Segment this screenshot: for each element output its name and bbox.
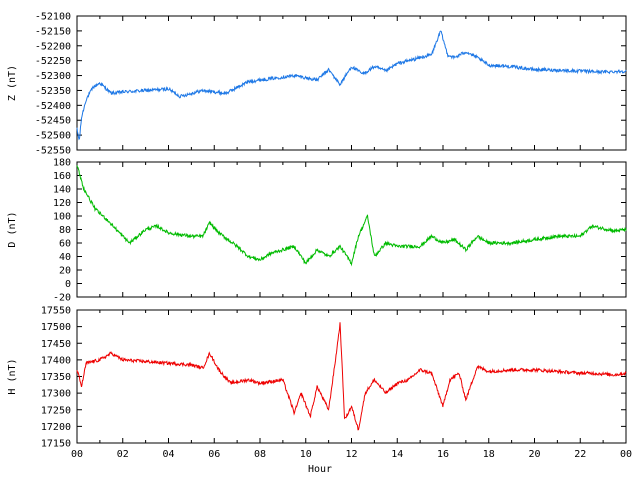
- panel-1: 180 160 140 120 100 80 60 40 20 0 -20 D (nT): [7, 158, 627, 304]
- panel-0: -52100 -52150 -52200 -52250 -52300 -52350 -524…: [7, 12, 627, 157]
- y-tick-label: 100: [53, 212, 71, 223]
- series-line: [76, 322, 627, 431]
- x-tick-label: 10: [300, 449, 312, 460]
- series-line: [76, 30, 627, 141]
- panel-2: 17550 17500 17450 17400 17350 17300 17250 17200…: [7, 306, 632, 461]
- y-tick-label: 80: [59, 225, 71, 236]
- y-tick-label: -52150: [35, 26, 71, 37]
- y-tick-label: 17200: [41, 422, 71, 433]
- x-tick-label: 04: [162, 449, 174, 460]
- y-tick-label: 17400: [41, 355, 71, 366]
- chart-panels: -52100 -52150 -52200 -52250 -52300 -52350 -524…: [7, 12, 632, 461]
- y-tick-label: -52400: [35, 101, 71, 112]
- plot-frame: [76, 309, 627, 444]
- y-tick-label: -52350: [35, 86, 71, 97]
- y-tick-label: 17500: [41, 322, 71, 333]
- plot-frame: [76, 161, 627, 298]
- y-tick-label: 17350: [41, 372, 71, 383]
- x-tick-label: 14: [391, 449, 403, 460]
- y-tick-label: -52550: [35, 146, 71, 157]
- y-tick-label: -52300: [35, 71, 71, 82]
- x-tick-label: 22: [574, 449, 586, 460]
- y-tick-label: 17150: [41, 439, 71, 450]
- y-tick-label: 17550: [41, 306, 71, 317]
- y-tick-label: 17300: [41, 389, 71, 400]
- x-tick-label: 08: [254, 449, 266, 460]
- y-tick-label: 17450: [41, 339, 71, 350]
- x-tick-label: 16: [437, 449, 449, 460]
- y-tick-label: 17250: [41, 405, 71, 416]
- x-tick-label: 06: [208, 449, 220, 460]
- y-tick-label: 120: [53, 198, 71, 209]
- x-tick-label: 20: [528, 449, 540, 460]
- y-axis-label: D (nT): [7, 211, 18, 247]
- y-tick-label: 160: [53, 171, 71, 182]
- y-tick-label: 140: [53, 185, 71, 196]
- x-tick-label: 18: [483, 449, 495, 460]
- x-tick-label: 02: [117, 449, 129, 460]
- y-tick-label: -52450: [35, 116, 71, 127]
- y-tick-label: 40: [59, 252, 71, 263]
- y-tick-label: 0: [65, 279, 71, 290]
- y-tick-label: -52200: [35, 41, 71, 52]
- y-tick-label: -52100: [35, 12, 71, 23]
- y-tick-label: -20: [53, 293, 71, 304]
- y-tick-label: 20: [59, 266, 71, 277]
- x-tick-label: 00: [71, 449, 83, 460]
- x-tick-label: 12: [345, 449, 357, 460]
- plot-frame: [76, 15, 627, 151]
- y-tick-label: 60: [59, 239, 71, 250]
- y-axis-label: H (nT): [7, 358, 18, 394]
- y-axis-label: Z (nT): [7, 65, 18, 101]
- x-tick-label: 00: [620, 449, 632, 460]
- y-tick-label: -52500: [35, 131, 71, 142]
- series-line: [76, 165, 627, 267]
- y-tick-label: 180: [53, 158, 71, 169]
- y-tick-label: -52250: [35, 56, 71, 67]
- x-axis-label: Hour: [308, 464, 332, 475]
